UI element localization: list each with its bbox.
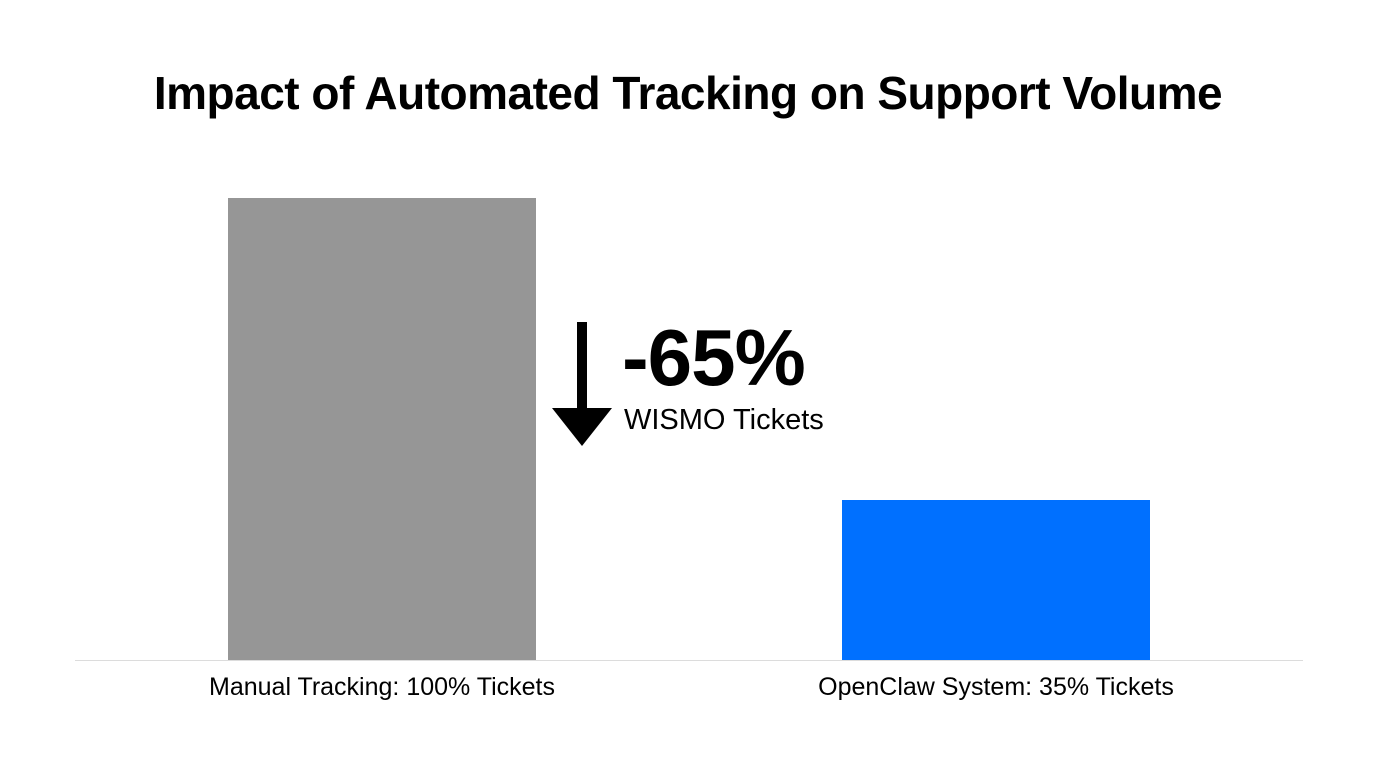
x-axis-baseline (75, 660, 1303, 661)
down-arrow-icon (552, 322, 612, 446)
reduction-label: WISMO Tickets (624, 404, 824, 436)
reduction-percentage: -65% (622, 313, 806, 402)
bar-openclaw-system (842, 500, 1150, 660)
category-label-openclaw-system: OpenClaw System: 35% Tickets (818, 673, 1174, 701)
category-label-manual-tracking: Manual Tracking: 100% Tickets (209, 673, 555, 701)
chart-title: Impact of Automated Tracking on Support … (153, 67, 1223, 119)
bar-manual-tracking (228, 198, 536, 660)
